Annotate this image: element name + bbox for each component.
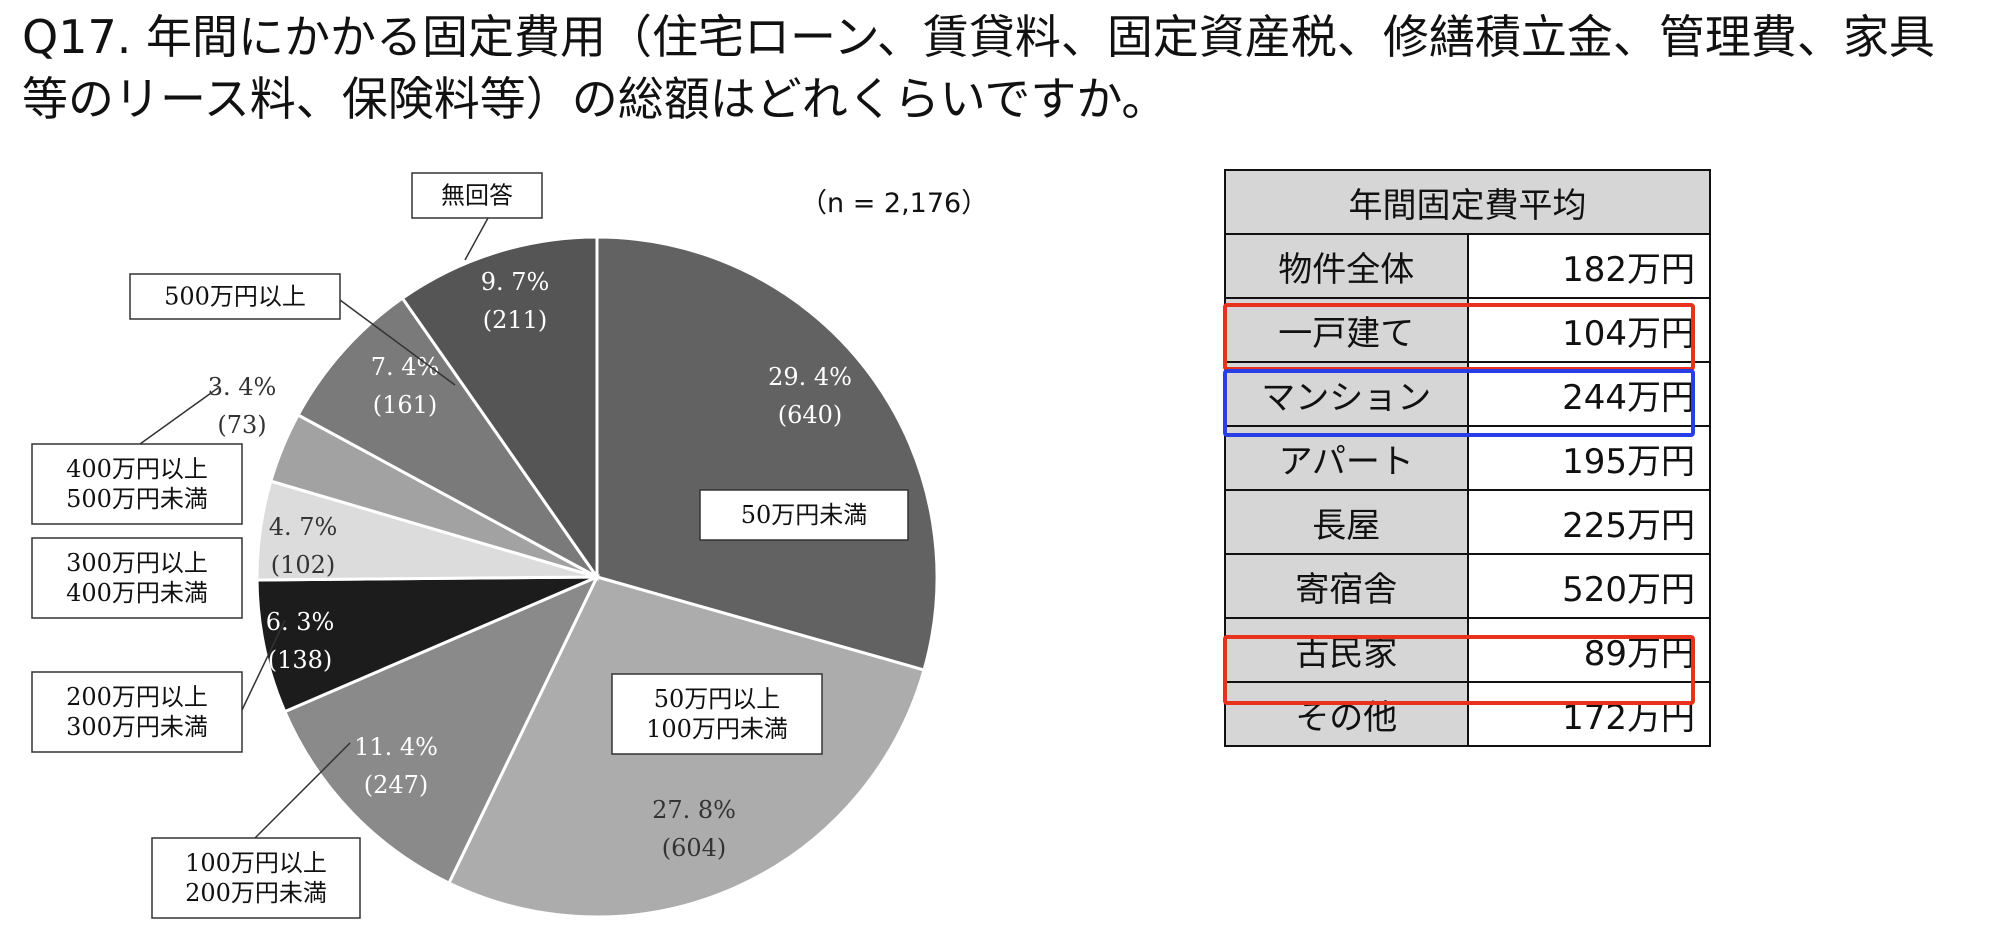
category-label: 無回答 [441, 182, 513, 210]
category-callout-box [31, 443, 243, 525]
category-label: 500万円未満 [66, 485, 208, 513]
table-row: その他 172万円 [1224, 681, 1711, 747]
question-title: Q17. 年間にかかる固定費用（住宅ローン、賃貸料、固定資産税、修繕積立金、管理… [22, 6, 1982, 130]
row-label: 寄宿舎 [1224, 553, 1469, 619]
pie-slice [282, 574, 601, 886]
callout-leader-line [254, 742, 351, 839]
pie-slice [255, 575, 598, 714]
category-label: 50万円未満 [741, 501, 868, 529]
slice-percent-label: 27. 8% [652, 796, 736, 824]
category-label: 500万円以上 [164, 283, 306, 311]
row-value: 520万円 [1466, 553, 1711, 619]
slice-percent-label: 3. 4% [208, 373, 277, 401]
slice-percent-label: 7. 4% [371, 353, 440, 381]
category-label: 300万円以上 [66, 549, 208, 577]
category-callout-box [699, 489, 909, 541]
slice-percent-label: 4. 7% [269, 513, 338, 541]
table-row: 長屋 225万円 [1224, 489, 1711, 555]
table-row: マンション 244万円 [1224, 361, 1711, 427]
slice-count-label: (211) [483, 306, 548, 334]
slice-count-label: (73) [217, 411, 266, 439]
slice-percent-label: 29. 4% [768, 363, 852, 391]
category-callout-box [611, 673, 823, 755]
callout-leader-line [339, 299, 456, 386]
table-row: 物件全体 182万円 [1224, 233, 1711, 299]
question-title-line-1: Q17. 年間にかかる固定費用（住宅ローン、賃貸料、固定資産税、修繕積立金、管理… [22, 10, 1935, 64]
slice-count-label: (138) [268, 646, 333, 674]
category-label: 300万円未満 [66, 713, 208, 741]
row-label: 古民家 [1224, 617, 1469, 683]
category-label: 400万円未満 [66, 579, 208, 607]
pie-chart: 29. 4% (640) 27. 8% (604) 11. 4% (247) 6. 3% (1… [31, 172, 988, 919]
row-value: 182万円 [1466, 233, 1711, 299]
table-row: 寄宿舎 520万円 [1224, 553, 1711, 619]
row-value: 244万円 [1466, 361, 1711, 427]
row-value: 225万円 [1466, 489, 1711, 555]
row-label: その他 [1224, 681, 1469, 747]
row-label: 長屋 [1224, 489, 1469, 555]
slice-count-label: (102) [271, 551, 336, 579]
slice-percent-label: 11. 4% [354, 733, 438, 761]
category-label: 50万円以上 [654, 685, 781, 713]
slice-percent-label: 6. 3% [266, 608, 335, 636]
question-title-line-2: 等のリース料、保険料等）の総額はどれくらいですか。 [22, 72, 1168, 126]
category-label: 200万円以上 [66, 683, 208, 711]
row-label: マンション [1224, 361, 1469, 427]
category-label: 400万円以上 [66, 455, 208, 483]
slice-count-label: (604) [662, 834, 727, 862]
category-label: 100万円以上 [185, 849, 327, 877]
sample-size-note: （n = 2,176） [800, 188, 988, 219]
category-callout-box [129, 273, 341, 320]
row-value: 104万円 [1466, 297, 1711, 363]
table-header: 年間固定費平均 [1224, 169, 1711, 235]
table-row: 一戸建て 104万円 [1224, 297, 1711, 363]
table-row: 古民家 89万円 [1224, 617, 1711, 683]
pie-slice [296, 296, 599, 579]
callout-leader-line [139, 387, 219, 445]
row-value: 195万円 [1466, 425, 1711, 491]
slice-count-label: (161) [373, 391, 438, 419]
category-label: 100万円未満 [646, 715, 788, 743]
category-callout-box [31, 537, 243, 619]
slice-percent-label: 9. 7% [481, 268, 550, 296]
table-row: アパート 195万円 [1224, 425, 1711, 491]
row-label: アパート [1224, 425, 1469, 491]
callout-leader-line [464, 217, 489, 261]
row-value: 172万円 [1466, 681, 1711, 747]
slice-count-label: (640) [778, 401, 843, 429]
row-value: 89万円 [1466, 617, 1711, 683]
slice-count-label: (247) [364, 771, 429, 799]
category-callout-box [31, 671, 243, 753]
category-callout-box [411, 172, 543, 219]
pie-slice [595, 235, 939, 672]
row-label: 一戸建て [1224, 297, 1469, 363]
callout-leader-line [241, 619, 286, 711]
pie-slice [400, 235, 599, 582]
row-label: 物件全体 [1224, 233, 1469, 299]
category-callout-box [151, 837, 361, 919]
annual-fixed-cost-table: 年間固定費平均 物件全体 182万円 一戸建て 104万円 マンション 244万円 ア… [1224, 169, 1711, 747]
category-label: 200万円未満 [185, 879, 327, 907]
